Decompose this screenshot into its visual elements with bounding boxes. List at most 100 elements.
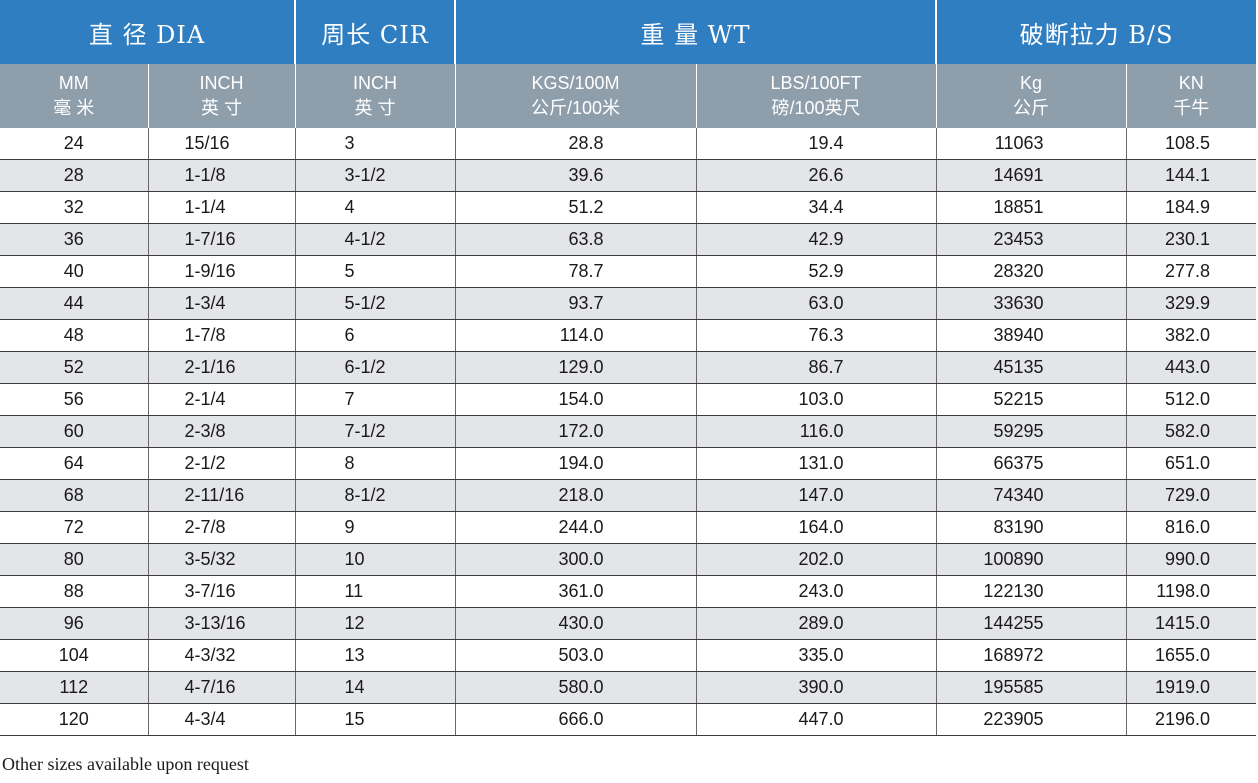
cell-breaking-strength-kg: 168972 xyxy=(936,639,1127,672)
cell-breaking-strength-kg: 74340 xyxy=(936,479,1127,512)
cell-dia-mm: 68 xyxy=(0,479,149,512)
cell-breaking-strength-kg: 100890 xyxy=(936,543,1127,576)
group-header-weight: 重 量 WT xyxy=(455,0,937,64)
cell-weight-lbs-per-100ft: 63.0 xyxy=(696,287,937,320)
cell-dia-inch: 1-1/4 xyxy=(148,191,296,224)
table-row: 112 4-7/16 14 580.0 390.0 195585 1919.0 xyxy=(0,671,1257,704)
cell-dia-inch: 2-1/16 xyxy=(148,351,296,384)
cell-weight-lbs-per-100ft: 34.4 xyxy=(696,191,937,224)
unit-label-en: KGS/100M xyxy=(531,73,620,93)
cell-dia-inch: 1-7/16 xyxy=(148,223,296,256)
group-header-breaking-strength: 破断拉力 B/S xyxy=(936,0,1257,64)
table-row: 80 3-5/32 10 300.0 202.0 100890 990.0 xyxy=(0,543,1257,576)
cell-weight-kgs-per-100m: 154.0 xyxy=(455,383,697,416)
cell-weight-kgs-per-100m: 503.0 xyxy=(455,639,697,672)
cell-breaking-strength-kn: 382.0 xyxy=(1126,319,1257,352)
cell-dia-mm: 24 xyxy=(0,128,149,160)
cell-dia-mm: 64 xyxy=(0,447,149,480)
cell-breaking-strength-kg: 83190 xyxy=(936,511,1127,544)
cell-dia-mm: 44 xyxy=(0,287,149,320)
cell-breaking-strength-kn: 651.0 xyxy=(1126,447,1257,480)
cell-cir-inch: 6 xyxy=(295,319,456,352)
cell-breaking-strength-kg: 14691 xyxy=(936,159,1127,192)
cell-cir-inch: 6-1/2 xyxy=(295,351,456,384)
cell-dia-inch: 4-3/32 xyxy=(148,639,296,672)
table-row: 104 4-3/32 13 503.0 335.0 168972 1655.0 xyxy=(0,639,1257,672)
cell-weight-kgs-per-100m: 51.2 xyxy=(455,191,697,224)
cell-weight-lbs-per-100ft: 164.0 xyxy=(696,511,937,544)
unit-label-zh: 英 寸 xyxy=(354,98,396,118)
cell-cir-inch: 4 xyxy=(295,191,456,224)
group-header-diameter: 直 径 DIA xyxy=(0,0,296,64)
cell-breaking-strength-kn: 230.1 xyxy=(1126,223,1257,256)
table-row: 120 4-3/4 15 666.0 447.0 223905 2196.0 xyxy=(0,703,1257,736)
table-row: 40 1-9/16 5 78.7 52.9 28320 277.8 xyxy=(0,255,1257,288)
cell-breaking-strength-kn: 108.5 xyxy=(1126,128,1257,160)
cell-weight-lbs-per-100ft: 289.0 xyxy=(696,607,937,640)
cell-breaking-strength-kn: 582.0 xyxy=(1126,415,1257,448)
table-row: 96 3-13/16 12 430.0 289.0 144255 1415.0 xyxy=(0,607,1257,640)
table-row: 32 1-1/4 4 51.2 34.4 18851 184.9 xyxy=(0,191,1257,224)
cell-cir-inch: 15 xyxy=(295,703,456,736)
table-row: 52 2-1/16 6-1/2 129.0 86.7 45135 443.0 xyxy=(0,351,1257,384)
cell-weight-lbs-per-100ft: 86.7 xyxy=(696,351,937,384)
cell-cir-inch: 10 xyxy=(295,543,456,576)
cell-cir-inch: 3-1/2 xyxy=(295,159,456,192)
cell-cir-inch: 8 xyxy=(295,447,456,480)
table-row: 48 1-7/8 6 114.0 76.3 38940 382.0 xyxy=(0,319,1257,352)
cell-weight-kgs-per-100m: 244.0 xyxy=(455,511,697,544)
table-row: 88 3-7/16 11 361.0 243.0 122130 1198.0 xyxy=(0,575,1257,608)
cell-weight-kgs-per-100m: 430.0 xyxy=(455,607,697,640)
table-row: 56 2-1/4 7 154.0 103.0 52215 512.0 xyxy=(0,383,1257,416)
cell-breaking-strength-kn: 443.0 xyxy=(1126,351,1257,384)
unit-label-en: INCH xyxy=(199,73,244,93)
unit-label-zh: 毫 米 xyxy=(53,98,95,118)
cell-breaking-strength-kn: 2196.0 xyxy=(1126,703,1257,736)
table-body: 24 15/16 3 28.8 19.4 11063 108.5 28 1-1/8 3-1/2 39… xyxy=(0,128,1257,736)
cell-weight-lbs-per-100ft: 76.3 xyxy=(696,319,937,352)
cell-weight-lbs-per-100ft: 42.9 xyxy=(696,223,937,256)
cell-breaking-strength-kg: 195585 xyxy=(936,671,1127,704)
cell-dia-inch: 3-5/32 xyxy=(148,543,296,576)
cell-breaking-strength-kg: 11063 xyxy=(936,128,1127,160)
cell-dia-mm: 56 xyxy=(0,383,149,416)
cell-dia-mm: 112 xyxy=(0,671,149,704)
cell-weight-kgs-per-100m: 172.0 xyxy=(455,415,697,448)
cell-dia-mm: 40 xyxy=(0,255,149,288)
group-header-row: 直 径 DIA 周长 CIR 重 量 WT 破断拉力 B/S xyxy=(0,0,1257,64)
cell-breaking-strength-kn: 329.9 xyxy=(1126,287,1257,320)
cell-breaking-strength-kn: 512.0 xyxy=(1126,383,1257,416)
cell-dia-mm: 80 xyxy=(0,543,149,576)
cell-weight-kgs-per-100m: 63.8 xyxy=(455,223,697,256)
cell-breaking-strength-kg: 28320 xyxy=(936,255,1127,288)
unit-label-en: MM xyxy=(58,73,89,93)
cell-cir-inch: 4-1/2 xyxy=(295,223,456,256)
unit-label-en: INCH xyxy=(353,73,397,93)
cell-breaking-strength-kn: 184.9 xyxy=(1126,191,1257,224)
cell-weight-lbs-per-100ft: 202.0 xyxy=(696,543,937,576)
unit-label-en: KN xyxy=(1178,73,1204,93)
cell-breaking-strength-kn: 1415.0 xyxy=(1126,607,1257,640)
cell-dia-inch: 4-7/16 xyxy=(148,671,296,704)
table-row: 60 2-3/8 7-1/2 172.0 116.0 59295 582.0 xyxy=(0,415,1257,448)
cell-weight-lbs-per-100ft: 26.6 xyxy=(696,159,937,192)
cell-weight-kgs-per-100m: 300.0 xyxy=(455,543,697,576)
cell-breaking-strength-kg: 38940 xyxy=(936,319,1127,352)
cell-dia-mm: 88 xyxy=(0,575,149,608)
cell-breaking-strength-kg: 223905 xyxy=(936,703,1127,736)
group-header-circumference: 周长 CIR xyxy=(295,0,456,64)
cell-dia-mm: 28 xyxy=(0,159,149,192)
cell-dia-inch: 2-7/8 xyxy=(148,511,296,544)
cell-cir-inch: 3 xyxy=(295,128,456,160)
cell-weight-lbs-per-100ft: 147.0 xyxy=(696,479,937,512)
cell-weight-lbs-per-100ft: 131.0 xyxy=(696,447,937,480)
cell-weight-kgs-per-100m: 114.0 xyxy=(455,319,697,352)
cell-dia-mm: 60 xyxy=(0,415,149,448)
cell-weight-kgs-per-100m: 218.0 xyxy=(455,479,697,512)
cell-weight-lbs-per-100ft: 335.0 xyxy=(696,639,937,672)
unit-header-row: MM 毫 米 INCH 英 寸 INCH 英 寸 KGS/100M 公斤/100米 LB… xyxy=(0,64,1257,128)
unit-header-lbs-per-100ft: LBS/100FT 磅/100英尺 xyxy=(696,64,937,128)
cell-dia-inch: 4-3/4 xyxy=(148,703,296,736)
cell-weight-kgs-per-100m: 361.0 xyxy=(455,575,697,608)
cell-weight-lbs-per-100ft: 447.0 xyxy=(696,703,937,736)
